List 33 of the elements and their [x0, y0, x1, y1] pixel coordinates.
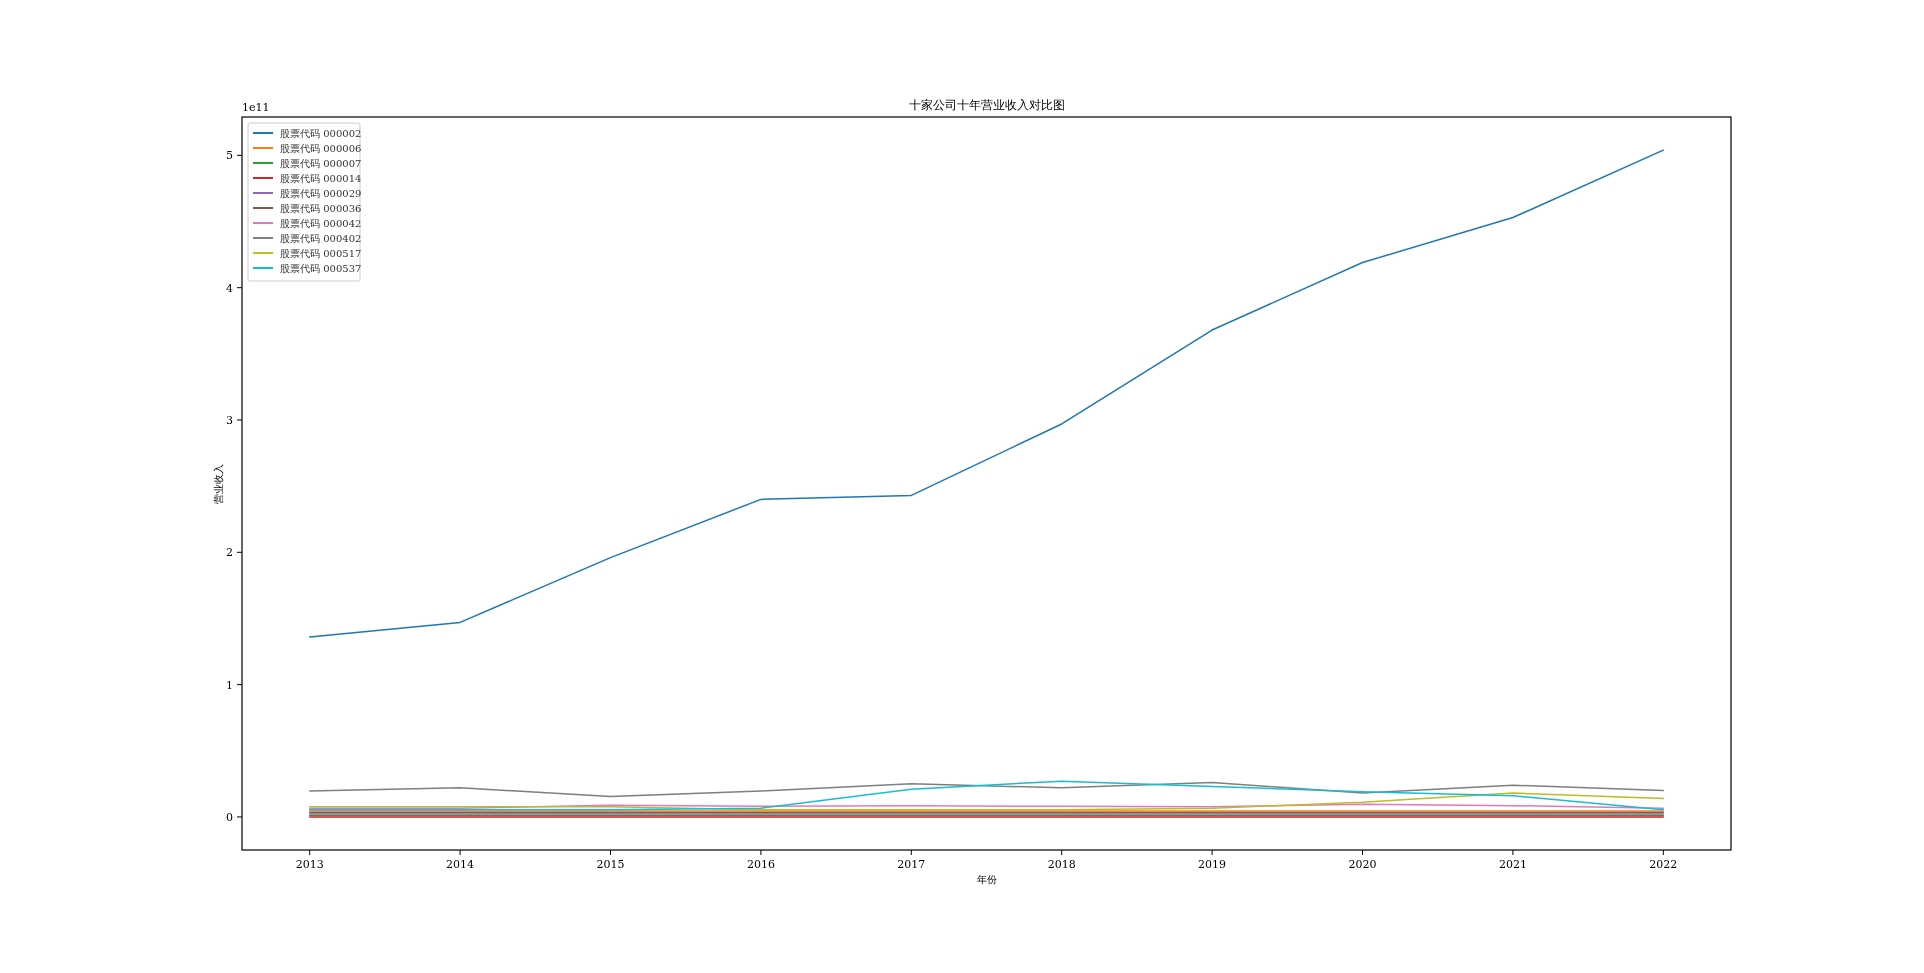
legend-label: 股票代码 000042	[280, 218, 362, 229]
legend-label: 股票代码 000036	[280, 203, 362, 214]
y-axis-title: 营业收入	[213, 463, 224, 504]
x-tick-label: 2017	[897, 858, 926, 871]
line-series	[308, 780, 1665, 811]
x-axis-title: 年份	[976, 874, 997, 885]
x-tick-label: 2019	[1198, 858, 1227, 871]
line-series	[308, 781, 1665, 798]
line-series	[308, 792, 1665, 811]
chart-title: 十家公司十年营业收入对比图	[908, 98, 1065, 112]
y-tick-label: 4	[226, 281, 233, 295]
legend-label: 股票代码 000002	[280, 128, 362, 139]
x-tick-label: 2022	[1649, 858, 1678, 871]
legend-label: 股票代码 000006	[280, 143, 362, 154]
x-tick-label: 2014	[446, 858, 475, 871]
legend-label: 股票代码 000007	[280, 158, 362, 169]
x-tick-label: 2016	[746, 858, 775, 871]
x-tick-label: 2021	[1498, 858, 1527, 871]
y-tick-label: 5	[226, 149, 233, 163]
legend-label: 股票代码 000014	[280, 173, 362, 184]
legend-label: 股票代码 000537	[280, 263, 362, 274]
x-tick-label: 2013	[295, 858, 324, 871]
y-tick-label: 2	[226, 546, 233, 560]
y-tick-label: 3	[226, 413, 233, 427]
y-tick-label: 1	[226, 678, 233, 692]
x-tick-label: 2020	[1348, 858, 1377, 871]
y-tick-label: 0	[226, 810, 233, 824]
x-tick-label: 2015	[596, 858, 625, 871]
legend-label: 股票代码 000402	[280, 233, 362, 244]
text: 1e11	[242, 101, 270, 114]
legend-label: 股票代码 000029	[280, 188, 362, 199]
legend-label: 股票代码 000517	[280, 248, 362, 259]
x-tick-label: 2018	[1047, 858, 1076, 871]
